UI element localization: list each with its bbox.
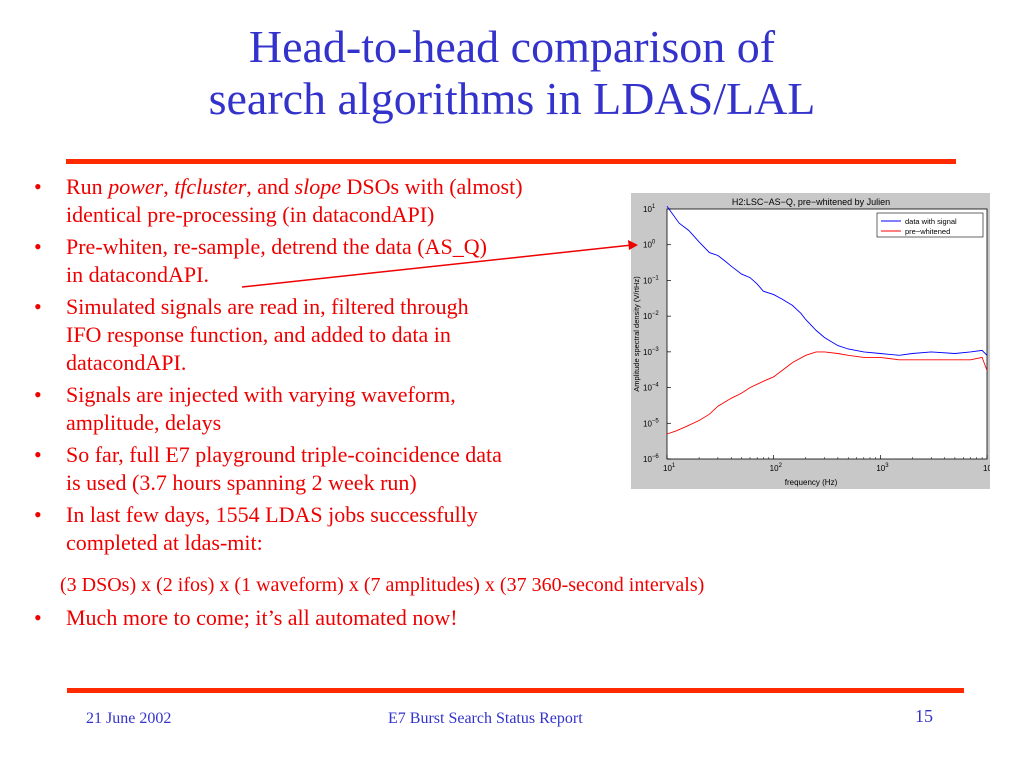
bullet-glyph: • [34,294,42,319]
bullet-text: In last few days, 1554 LDAS jobs success… [66,502,478,555]
bullet-text: Signals are injected with varying wavefo… [66,382,456,435]
x-tick-label: 101 [663,463,676,473]
bullet-item-last: • Much more to come; it’s all automated … [30,604,458,632]
x-tick-label: 102 [770,463,783,473]
footer-title: E7 Burst Search Status Report [388,710,583,727]
job-breakdown-line: (3 DSOs) x (2 ifos) x (1 waveform) x (7 … [60,574,705,596]
bullet-item: • So far, full E7 playground triple-coin… [30,441,630,497]
plot-ylabel: Amplitude spectral density (V/rtHz) [632,276,641,392]
bottom-divider [67,688,964,693]
plot-xlabel: frequency (Hz) [785,478,838,487]
legend-label: pre−whitened [905,227,950,236]
plot-ticks: 101 102 103 104 101 100 10−1 10−2 10−3 10−4 10−5 10… [643,204,990,473]
bullet-item: • Signals are injected with varying wave… [30,381,630,437]
spectrum-plot: H2:LSC−AS−Q, pre−whitened by Julien freq… [631,193,990,489]
bullet-item: • In last few days, 1554 LDAS jobs succe… [30,501,630,557]
bullet-text: Run power, tfcluster, and slope DSOs wit… [66,174,523,227]
y-tick-label: 10−5 [643,418,659,428]
bullet-glyph: • [34,174,42,199]
bullet-text: Much more to come; it’s all automated no… [66,605,458,630]
footer-date: 21 June 2002 [86,710,172,727]
slide-title-line-2: search algorithms in LDAS/LAL [208,73,816,124]
y-tick-label: 101 [643,204,656,214]
plot-axes-box [666,208,988,460]
y-tick-label: 10−6 [643,454,659,464]
bullet-text: Pre-whiten, re-sample, detrend the data … [66,234,487,287]
bullet-text: Simulated signals are read in, filtered … [66,294,469,375]
top-divider [66,159,956,164]
bullet-text: So far, full E7 playground triple-coinci… [66,442,502,495]
dso-power: power [108,174,164,199]
bullet-list: • Run power, tfcluster, and slope DSOs w… [30,173,630,561]
y-tick-label: 10−2 [643,311,659,321]
bullet-glyph: • [34,502,42,527]
y-tick-label: 10−1 [643,275,659,285]
bullet-item: • Simulated signals are read in, filtere… [30,293,630,377]
dso-tfcluster: tfcluster [174,174,247,199]
bullet-glyph: • [34,382,42,407]
plot-series [666,205,988,435]
plot-title: H2:LSC−AS−Q, pre−whitened by Julien [732,197,890,207]
y-tick-label: 100 [643,240,656,250]
dso-slope: slope [294,174,342,199]
legend-label: data with signal [905,217,957,226]
bullet-glyph: • [34,442,42,467]
x-tick-label: 103 [876,463,889,473]
y-tick-label: 10−4 [643,383,659,393]
bullet-glyph: • [34,605,42,630]
series-line-0 [666,205,988,356]
bullet-glyph: • [34,234,42,259]
x-tick-label: 104 [983,463,990,473]
bullet-item: • Run power, tfcluster, and slope DSOs w… [30,173,630,229]
bullet-item: • Pre-whiten, re-sample, detrend the dat… [30,233,630,289]
y-tick-label: 10−3 [643,347,659,357]
legend-box [876,212,984,238]
page-number: 15 [915,706,933,726]
series-line-1 [666,351,988,435]
slide-title-line-1: Head-to-head comparison of [248,21,776,72]
